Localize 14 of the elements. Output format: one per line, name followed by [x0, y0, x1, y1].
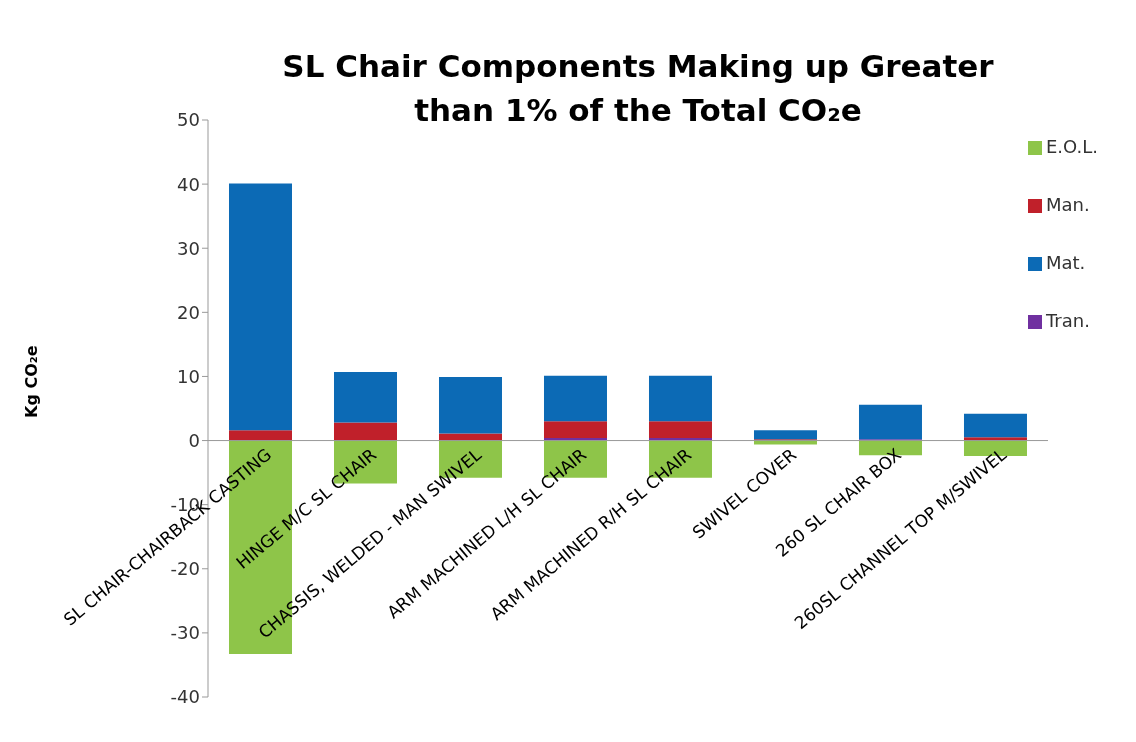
chart-title: SL Chair Components Making up Greater than 1% of the Total CO₂e [281, 47, 995, 130]
y-tick-label: 50 [177, 109, 200, 131]
y-tick-label: 30 [177, 237, 200, 259]
y-tick-label: 40 [177, 173, 200, 195]
y-tick-label: 0 [188, 429, 200, 451]
legend-label: E.O.L. [1045, 136, 1098, 157]
legend-label: Man. [1045, 194, 1090, 215]
legend-label: Tran. [1045, 310, 1090, 331]
legend-label: Mat. [1045, 252, 1086, 273]
y-tick-label: -40 [170, 686, 200, 708]
y-tick-label: 10 [177, 365, 200, 387]
y-tick-label: -30 [170, 622, 200, 644]
y-tick-label: 20 [177, 301, 200, 323]
y-axis-title: Kg CO₂e [22, 345, 41, 418]
